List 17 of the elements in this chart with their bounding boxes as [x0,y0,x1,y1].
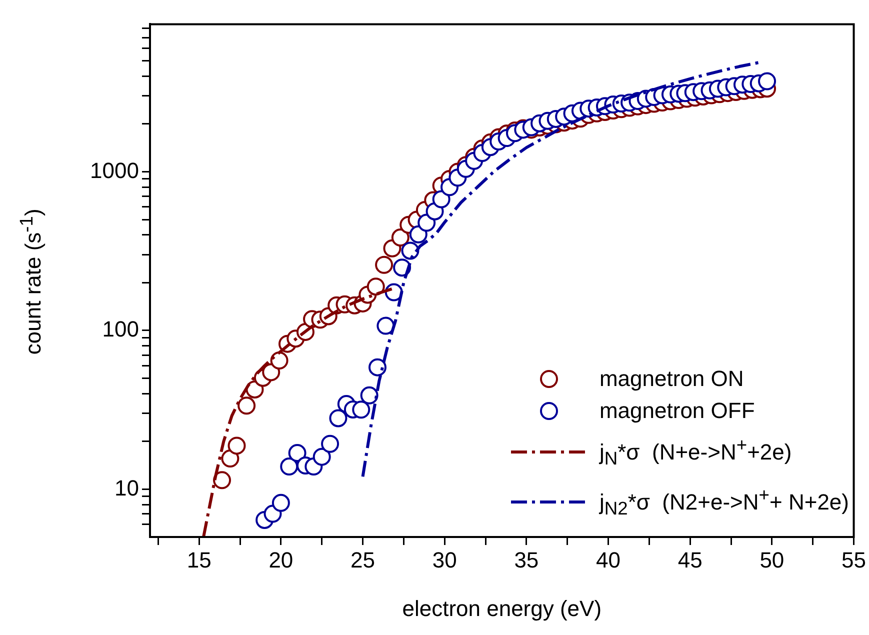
x-axis-title: electron energy (eV) [402,596,602,621]
x-tick-label: 50 [760,547,784,572]
x-tick-label: 25 [350,547,376,572]
x-tick-label: 40 [596,547,621,572]
x-tick-label: 20 [268,547,294,572]
y-tick-label: 1000 [90,158,139,183]
x-tick-label: 35 [514,547,539,572]
x-tick-label: 45 [678,547,702,572]
legend-label: magnetron OFF [599,398,755,424]
y-tick-label: 100 [102,316,139,342]
x-tick-label: 55 [842,547,866,572]
legend-label: j$_{N}$*σ (N+e->N$^{+}$+2e) [599,434,792,470]
legend-label: j$_{N2}$*σ (N2+e->N$^{+}$+ N+2e) [599,484,849,520]
x-tick-label: 15 [186,547,212,572]
legend-label: magnetron ON [599,366,744,392]
x-tick-label: 30 [432,547,457,572]
y-tick-label: 10 [114,475,139,500]
